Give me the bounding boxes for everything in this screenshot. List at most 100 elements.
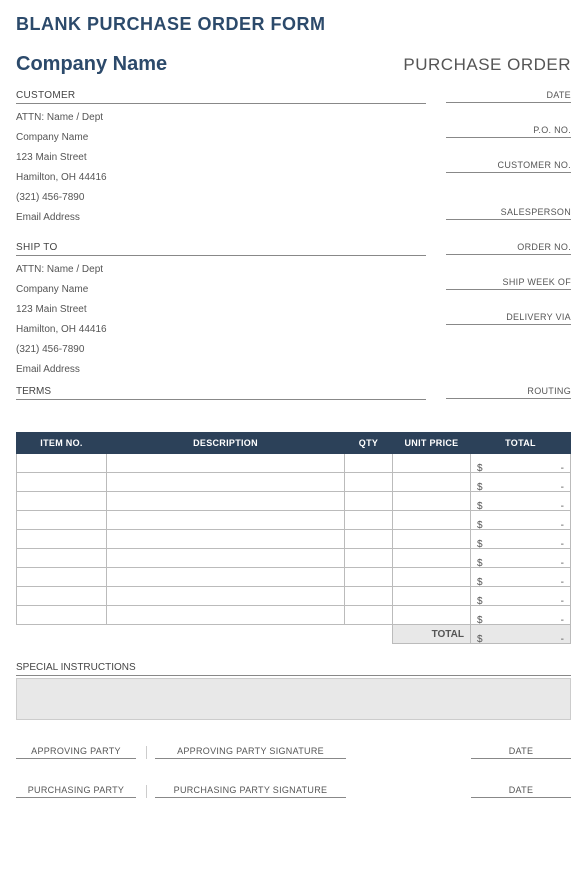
table-cell[interactable] (393, 606, 471, 625)
customer-phone: (321) 456-7890 (16, 188, 426, 208)
table-cell[interactable] (107, 530, 345, 549)
table-row: $- (17, 587, 571, 606)
table-cell[interactable] (345, 473, 393, 492)
table-cell[interactable] (393, 511, 471, 530)
po-no-field[interactable]: P.O. NO. (446, 125, 571, 138)
table-cell[interactable] (17, 511, 107, 530)
items-table: ITEM NO. DESCRIPTION QTY UNIT PRICE TOTA… (16, 432, 571, 644)
table-row: $- (17, 511, 571, 530)
table-cell[interactable]: $- (471, 511, 571, 530)
table-cell[interactable] (17, 568, 107, 587)
table-cell[interactable] (393, 568, 471, 587)
table-cell[interactable] (107, 549, 345, 568)
ship-week-field[interactable]: SHIP WEEK OF (446, 277, 571, 290)
table-cell[interactable] (107, 492, 345, 511)
table-row: $- (17, 454, 571, 473)
header-row: Company Name PURCHASE ORDER (16, 53, 571, 76)
table-cell[interactable] (393, 492, 471, 511)
left-column: CUSTOMER ATTN: Name / Dept Company Name … (16, 90, 426, 380)
purchasing-date-label: DATE (471, 785, 571, 798)
table-cell[interactable] (17, 473, 107, 492)
right-column: DATE P.O. NO. CUSTOMER NO. SALESPERSON O… (446, 90, 571, 380)
table-cell[interactable] (345, 511, 393, 530)
header-item-no: ITEM NO. (17, 433, 107, 454)
table-cell[interactable] (345, 568, 393, 587)
table-cell[interactable] (17, 587, 107, 606)
shipto-attn: ATTN: Name / Dept (16, 260, 426, 280)
table-row: $- (17, 473, 571, 492)
table-cell[interactable] (345, 606, 393, 625)
salesperson-field[interactable]: SALESPERSON (446, 207, 571, 220)
purchasing-party-label: PURCHASING PARTY (16, 785, 136, 798)
special-instructions-label: SPECIAL INSTRUCTIONS (16, 662, 571, 676)
customer-city: Hamilton, OH 44416 (16, 168, 426, 188)
table-cell[interactable] (107, 568, 345, 587)
order-no-field[interactable]: ORDER NO. (446, 242, 571, 255)
table-cell[interactable] (17, 492, 107, 511)
table-cell[interactable]: $- (471, 492, 571, 511)
table-cell[interactable] (393, 587, 471, 606)
table-cell[interactable] (17, 454, 107, 473)
approving-signature-row: APPROVING PARTY APPROVING PARTY SIGNATUR… (16, 746, 571, 759)
customer-attn: ATTN: Name / Dept (16, 108, 426, 128)
approving-party-label: APPROVING PARTY (16, 746, 136, 759)
table-row: $- (17, 568, 571, 587)
terms-field[interactable]: TERMS (16, 386, 426, 400)
purchase-order-title: PURCHASE ORDER (403, 55, 571, 75)
table-cell[interactable] (107, 473, 345, 492)
table-cell[interactable]: $- (471, 587, 571, 606)
header-total: TOTAL (471, 433, 571, 454)
company-name: Company Name (16, 53, 167, 76)
table-cell[interactable] (393, 454, 471, 473)
approving-date-label: DATE (471, 746, 571, 759)
shipto-email: Email Address (16, 360, 426, 380)
table-cell[interactable] (17, 549, 107, 568)
customer-company: Company Name (16, 128, 426, 148)
table-header-row: ITEM NO. DESCRIPTION QTY UNIT PRICE TOTA… (17, 433, 571, 454)
date-field[interactable]: DATE (446, 90, 571, 103)
shipto-company: Company Name (16, 280, 426, 300)
special-instructions-box[interactable] (16, 678, 571, 720)
shipto-street: 123 Main Street (16, 300, 426, 320)
purchasing-signature-label: PURCHASING PARTY SIGNATURE (155, 785, 346, 798)
delivery-via-field[interactable]: DELIVERY VIA (446, 312, 571, 325)
header-unit-price: UNIT PRICE (393, 433, 471, 454)
shipto-section-label: SHIP TO (16, 242, 426, 256)
header-description: DESCRIPTION (107, 433, 345, 454)
grand-total-value: - (561, 634, 564, 645)
grand-total-currency: $ (477, 634, 483, 645)
table-cell[interactable] (345, 587, 393, 606)
table-cell[interactable] (393, 530, 471, 549)
customer-no-field[interactable]: CUSTOMER NO. (446, 160, 571, 173)
customer-street: 123 Main Street (16, 148, 426, 168)
terms-row: TERMS ROUTING (16, 386, 571, 400)
table-cell[interactable] (345, 492, 393, 511)
table-cell[interactable] (345, 454, 393, 473)
table-cell[interactable] (107, 587, 345, 606)
table-cell[interactable] (393, 473, 471, 492)
purchasing-signature-row: PURCHASING PARTY PURCHASING PARTY SIGNAT… (16, 785, 571, 798)
table-cell[interactable] (17, 530, 107, 549)
shipto-phone: (321) 456-7890 (16, 340, 426, 360)
table-cell[interactable] (393, 549, 471, 568)
table-cell[interactable] (107, 606, 345, 625)
table-row: $- (17, 606, 571, 625)
page-title: BLANK PURCHASE ORDER FORM (16, 14, 571, 35)
table-cell[interactable] (107, 511, 345, 530)
table-cell[interactable]: $- (471, 549, 571, 568)
table-cell[interactable] (345, 549, 393, 568)
header-qty: QTY (345, 433, 393, 454)
customer-email: Email Address (16, 208, 426, 228)
table-row: $- (17, 492, 571, 511)
table-cell[interactable]: $- (471, 473, 571, 492)
table-cell[interactable] (107, 454, 345, 473)
table-cell[interactable]: $- (471, 454, 571, 473)
table-cell[interactable]: $- (471, 568, 571, 587)
table-cell[interactable] (17, 606, 107, 625)
routing-field[interactable]: ROUTING (446, 386, 571, 399)
total-label: TOTAL (393, 625, 471, 644)
customer-section-label: CUSTOMER (16, 90, 426, 104)
table-cell[interactable]: $- (471, 530, 571, 549)
table-cell[interactable]: $- (471, 606, 571, 625)
table-cell[interactable] (345, 530, 393, 549)
